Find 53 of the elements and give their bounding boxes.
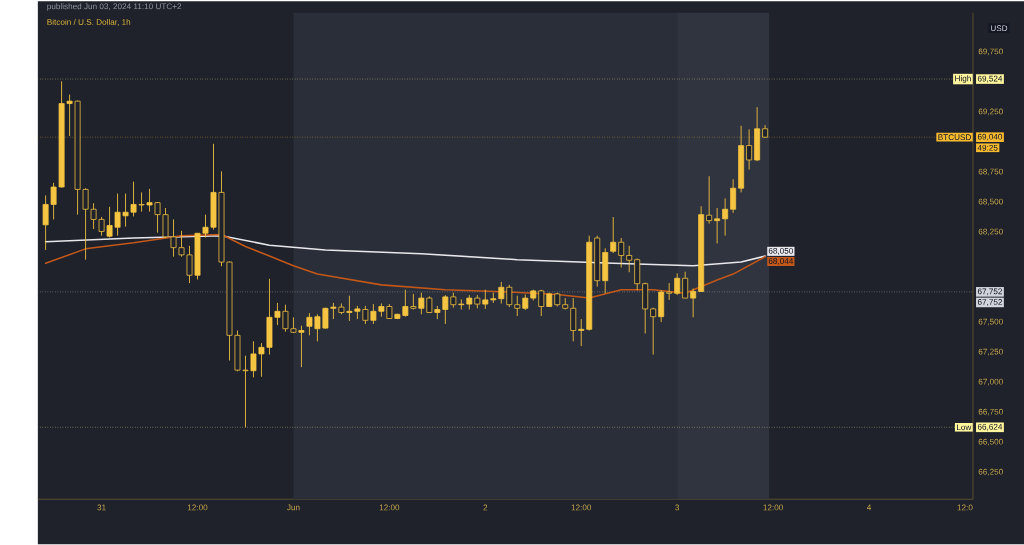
y-tick-label: 66,250 xyxy=(978,469,1003,476)
candlestick xyxy=(538,289,545,317)
x-tick-label: 12:00 xyxy=(763,504,783,511)
annotation: 67,752 xyxy=(977,288,1003,296)
y-tick-label: 69,250 xyxy=(978,108,1003,116)
candlestick xyxy=(570,297,577,343)
y-tick-label: 68,250 xyxy=(978,228,1003,236)
candlestick xyxy=(722,198,729,237)
candlestick xyxy=(626,245,633,273)
candlestick xyxy=(578,318,585,347)
candlestick xyxy=(690,288,697,318)
x-tick-label: 12:00 xyxy=(571,504,592,511)
y-tick-label: 67,000 xyxy=(978,379,1003,386)
x-tick-label: Jun xyxy=(286,504,300,511)
candlestick xyxy=(514,295,521,317)
candlestick xyxy=(666,282,673,301)
y-tick-label: 68,500 xyxy=(978,198,1003,206)
y-axis-title: USD xyxy=(990,25,1008,32)
ref-line-label: Low xyxy=(957,424,972,431)
ref-line-label: High xyxy=(955,75,971,84)
x-tick-label: 4 xyxy=(866,504,872,511)
x-tick-label: 12:00 xyxy=(379,504,400,511)
x-tick-label: 12:00 xyxy=(187,504,208,511)
candlestick xyxy=(674,273,681,296)
text: 49:25 xyxy=(977,145,998,151)
candlestick xyxy=(610,216,617,254)
text: 67,752 xyxy=(977,299,1003,307)
text: Bitcoin / U.S. Dollar, 1h xyxy=(47,19,131,27)
candlestick xyxy=(730,179,737,214)
annotation: 69,040 xyxy=(977,134,1003,141)
y-tick-label: 68,750 xyxy=(978,168,1003,176)
x-tick-label: 3 xyxy=(675,504,680,511)
candlestick xyxy=(650,307,657,356)
ref-line-label: BTCUSD xyxy=(938,134,971,141)
chart-subtitle: published Jun 03, 2024 11:10 UTC+2 xyxy=(47,3,182,12)
candlestick xyxy=(706,176,713,225)
candlestick xyxy=(682,271,689,299)
annotation: 69,524 xyxy=(977,75,1003,83)
y-tick-label: 66,750 xyxy=(978,409,1003,416)
x-tick-label: 31 xyxy=(97,504,106,511)
y-tick-label: 67,500 xyxy=(978,318,1003,326)
y-tick-label: 66,500 xyxy=(978,439,1003,446)
candlestick xyxy=(506,284,513,308)
candlestick xyxy=(746,129,753,171)
candlestick xyxy=(714,207,721,245)
annotation: 66,624 xyxy=(977,424,1003,431)
data-label: 68,050 xyxy=(768,248,793,255)
y-tick-label: 69,750 xyxy=(978,48,1003,56)
x-tick-label: 12:0 xyxy=(957,504,973,511)
y-tick-label: 67,250 xyxy=(978,349,1003,356)
candlestick xyxy=(618,237,625,269)
x-tick-label: 2 xyxy=(483,504,488,511)
data-label: 68,044 xyxy=(768,258,794,266)
